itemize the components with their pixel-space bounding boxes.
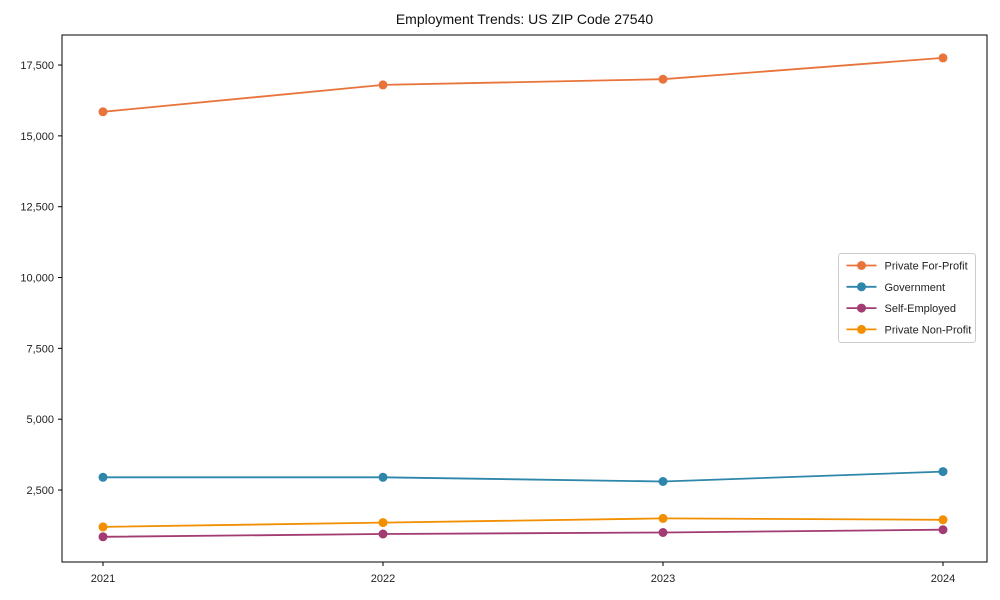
data-point-private-for-profit (938, 53, 948, 63)
x-tick-label: 2024 (931, 573, 955, 585)
data-point-private-for-profit (98, 107, 108, 117)
data-point-private-non-profit (658, 513, 668, 523)
chart-title: Employment Trends: US ZIP Code 27540 (396, 11, 654, 27)
data-point-self-employed (938, 525, 948, 535)
legend-item-self-employed: Self-Employed (885, 303, 957, 315)
data-point-private-for-profit (658, 74, 668, 84)
data-point-private-for-profit (378, 80, 388, 90)
legend-box (838, 253, 976, 343)
legend-marker-government (857, 282, 866, 292)
x-tick-label: 2022 (371, 573, 395, 585)
data-point-private-non-profit (938, 515, 948, 525)
data-point-self-employed (378, 529, 388, 539)
y-tick-label: 2,500 (26, 485, 54, 497)
series-line-private-non-profit (102, 517, 944, 528)
y-tick-label: 5,000 (26, 414, 54, 426)
plot-area-border (61, 34, 988, 563)
data-point-government (378, 472, 388, 482)
data-point-government (938, 467, 948, 477)
legend-marker-self-employed (857, 303, 866, 313)
data-point-private-non-profit (378, 518, 388, 528)
legend-item-government: Government (885, 282, 946, 294)
y-tick-label: 15,000 (20, 131, 54, 143)
series-line-private-for-profit (102, 57, 944, 113)
data-point-private-non-profit (98, 522, 108, 532)
data-point-government (98, 472, 108, 482)
legend-item-private-for-profit: Private For-Profit (885, 261, 968, 273)
series-line-self-employed (102, 528, 944, 538)
legend-item-private-non-profit: Private Non-Profit (885, 324, 972, 336)
data-point-self-employed (658, 528, 668, 537)
legend-marker-private-for-profit (857, 261, 866, 270)
data-point-self-employed (98, 532, 108, 542)
data-point-government (658, 477, 668, 486)
legend-marker-private-non-profit (857, 324, 866, 334)
y-tick-label: 12,500 (20, 202, 54, 214)
x-tick-label: 2021 (91, 573, 115, 585)
series-line-government (103, 470, 944, 483)
y-tick-label: 17,500 (20, 60, 54, 72)
x-tick-label: 2023 (651, 573, 675, 585)
y-tick-label: 7,500 (26, 343, 54, 355)
y-tick-label: 10,000 (20, 273, 54, 285)
